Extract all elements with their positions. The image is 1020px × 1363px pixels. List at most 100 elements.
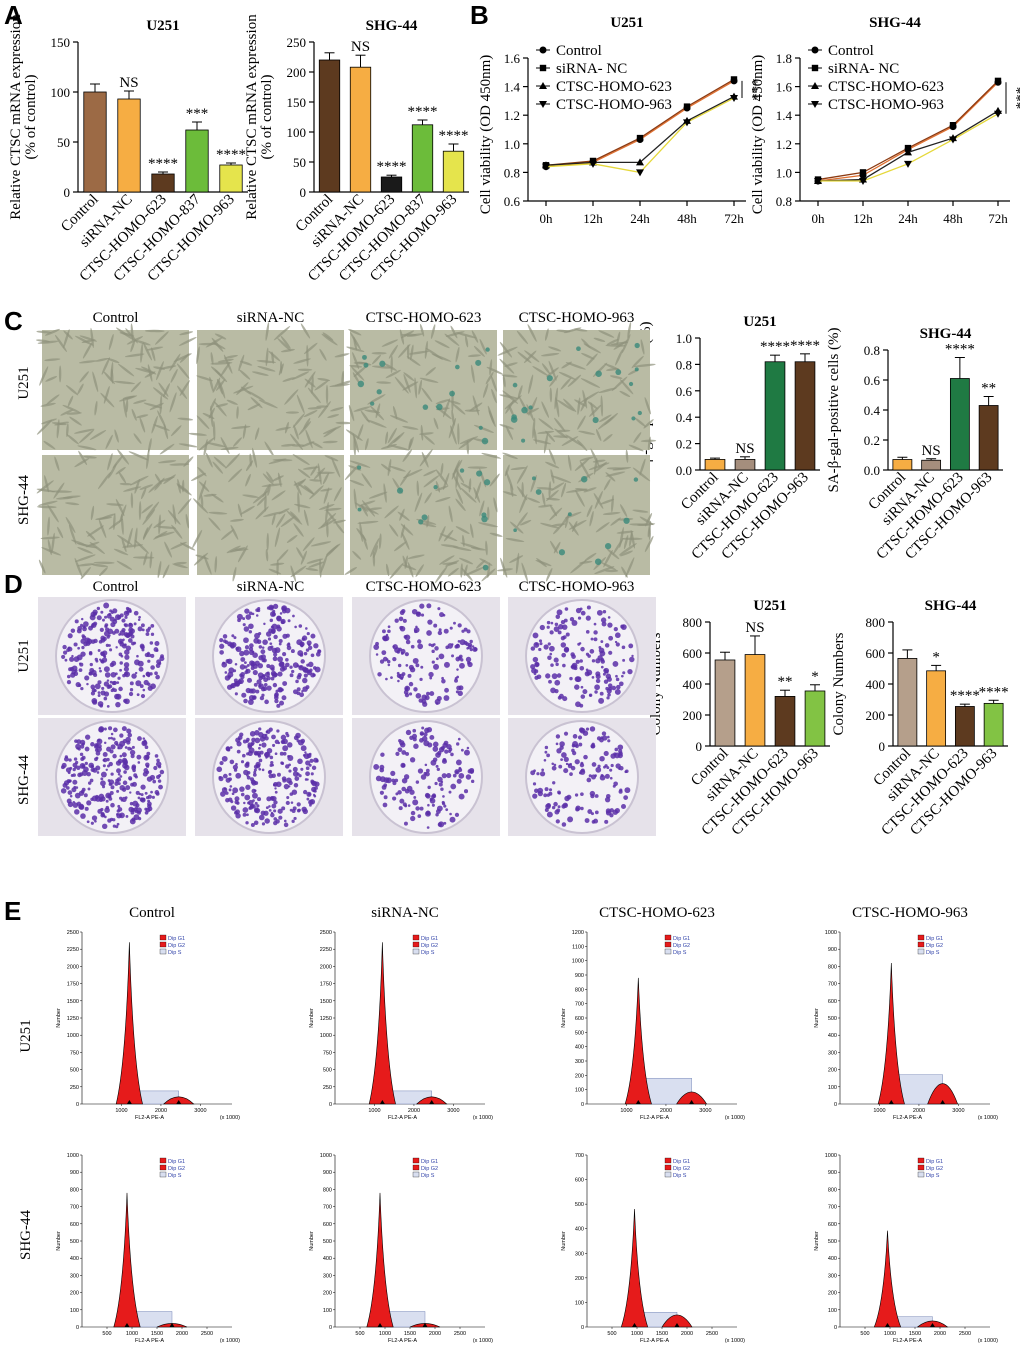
y-tick-label: 0.6 xyxy=(864,373,881,388)
colony xyxy=(310,772,314,776)
colony xyxy=(282,652,287,657)
colony xyxy=(279,666,286,672)
colony xyxy=(137,761,141,764)
colony xyxy=(559,741,565,747)
cell-shape xyxy=(505,399,515,414)
y-tick-label: 0.2 xyxy=(676,437,692,452)
cell-shape xyxy=(639,516,654,526)
colony xyxy=(67,771,71,775)
data-point xyxy=(859,177,867,185)
y-tick-label: 400 xyxy=(70,1256,79,1262)
colony xyxy=(110,621,116,628)
colony xyxy=(463,789,469,794)
colony xyxy=(100,796,106,802)
colony xyxy=(308,645,313,650)
colony xyxy=(270,628,276,634)
cell-shape xyxy=(303,418,311,430)
column-title-e: siRNA-NC xyxy=(371,905,439,921)
significance-label: * xyxy=(932,649,940,665)
colony xyxy=(138,666,144,672)
bar xyxy=(83,91,107,193)
cell-shape xyxy=(154,531,175,538)
cell-shape xyxy=(320,553,328,574)
y-tick-label: 500 xyxy=(323,1239,332,1245)
peak-marker xyxy=(674,1323,680,1327)
cell-shape xyxy=(158,460,177,464)
column-title-c: CTSC-HOMO-623 xyxy=(366,310,482,326)
cell-shape xyxy=(107,358,120,364)
cell-shape xyxy=(632,509,649,513)
colony xyxy=(310,780,316,785)
cell-shape xyxy=(537,430,555,434)
colony xyxy=(281,695,287,701)
cell-shape xyxy=(600,395,604,417)
x-tick-label: 1000 xyxy=(620,1108,632,1114)
cell-shape xyxy=(403,372,415,382)
colony xyxy=(147,801,152,807)
y-tick-label: 0.0 xyxy=(676,463,692,478)
colony xyxy=(437,630,443,636)
colony xyxy=(601,621,607,627)
colony xyxy=(575,701,581,708)
colony xyxy=(387,663,391,667)
significance-label: *** xyxy=(1008,87,1020,110)
cell-shape xyxy=(236,406,239,419)
colony xyxy=(82,635,87,640)
colony xyxy=(285,731,289,736)
legend-label: Dip G1 xyxy=(673,1159,690,1165)
colony xyxy=(126,728,132,734)
cell-shape xyxy=(333,487,342,502)
colony xyxy=(106,679,110,682)
micrograph xyxy=(344,448,503,584)
colony xyxy=(128,622,134,629)
colony xyxy=(607,622,613,628)
colony xyxy=(615,674,618,678)
colony xyxy=(302,677,308,684)
colony xyxy=(426,630,432,636)
cell-shape xyxy=(185,513,190,529)
column-title-c: siRNA-NC xyxy=(237,310,305,326)
colony xyxy=(100,637,106,643)
y-tick-label: 800 xyxy=(866,615,886,630)
x-tick-label: 1500 xyxy=(909,1331,921,1337)
colony xyxy=(382,802,388,808)
colony xyxy=(551,805,556,810)
colony xyxy=(88,651,93,656)
significance-label: * xyxy=(811,669,819,685)
y-tick-label: 1.0 xyxy=(676,331,692,346)
colony xyxy=(617,744,624,751)
colony xyxy=(279,612,283,615)
colony xyxy=(569,676,573,681)
cell-shape xyxy=(645,513,653,527)
stained-cell xyxy=(513,528,517,533)
cell-shape xyxy=(423,469,437,477)
colony xyxy=(80,617,84,621)
x-tick-label: 500 xyxy=(102,1331,111,1337)
cell-shape xyxy=(615,349,623,366)
cell-shape xyxy=(486,366,504,375)
colony xyxy=(296,687,301,692)
cell-shape xyxy=(297,468,311,479)
cell-shape xyxy=(145,501,160,519)
cell-shape xyxy=(133,399,147,404)
cell-shape xyxy=(294,480,302,496)
colony xyxy=(121,618,126,623)
cell-shape xyxy=(460,542,481,550)
cell-shape xyxy=(613,340,628,350)
panel-label-d: D xyxy=(4,569,23,599)
colony xyxy=(419,731,425,736)
colony xyxy=(607,683,613,688)
g1-peak xyxy=(877,962,905,1105)
cell-shape xyxy=(643,419,654,429)
colony xyxy=(219,643,225,649)
cell-shape xyxy=(619,390,631,397)
y-tick-label: 500 xyxy=(575,1030,584,1036)
colony xyxy=(129,818,136,825)
colony xyxy=(575,659,580,664)
stained-cell xyxy=(628,381,634,387)
cell-shape xyxy=(545,461,560,469)
colony xyxy=(446,744,452,750)
colony xyxy=(60,788,67,794)
colony xyxy=(284,607,291,614)
cell-shape xyxy=(491,388,497,404)
